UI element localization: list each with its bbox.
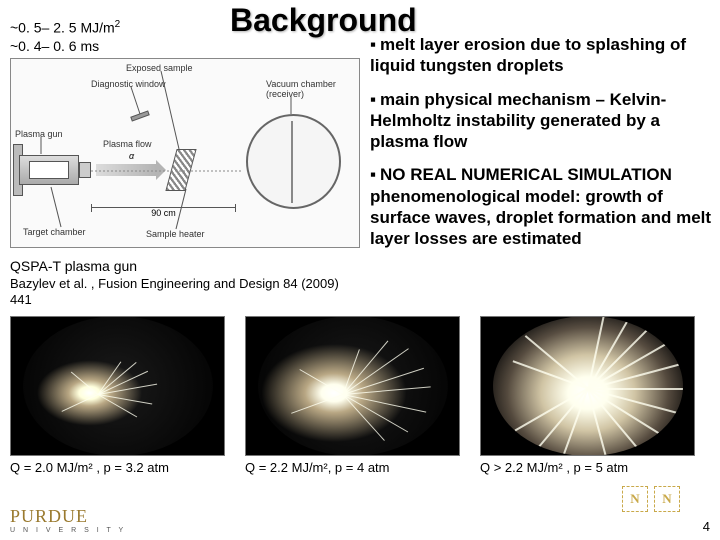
photo-1-label: Q = 2.0 MJ/m² , p = 3.2 atm bbox=[10, 460, 225, 475]
logo-subtext: U N I V E R S I T Y bbox=[10, 527, 126, 534]
purdue-logo: PURDUE U N I V E R S I T Y bbox=[10, 506, 126, 534]
photo-2-img bbox=[245, 316, 460, 456]
photo-3-label: Q > 2.2 MJ/m² , p = 5 atm bbox=[480, 460, 695, 475]
apparatus-diagram: Exposed sample Diagnostic window Plasma … bbox=[10, 58, 360, 248]
photo-1: Q = 2.0 MJ/m² , p = 3.2 atm bbox=[10, 316, 225, 475]
photo-row: Q = 2.0 MJ/m² , p = 3.2 atm Q = 2.2 MJ/m… bbox=[10, 316, 710, 475]
caption-citation: Bazylev et al. , Fusion Engineering and … bbox=[10, 276, 360, 309]
bullet-3: ▪NO REAL NUMERICAL SIMULATION phenomenol… bbox=[370, 164, 712, 249]
bullet-2: ▪main physical mechanism – Kelvin-Helmho… bbox=[370, 89, 712, 153]
time-param: ~0. 4– 0. 6 ms bbox=[10, 37, 120, 55]
bullet-1: ▪melt layer erosion due to splashing of … bbox=[370, 34, 712, 77]
diagram-lines bbox=[11, 59, 361, 249]
logo-text: PURDUE bbox=[10, 506, 126, 527]
photo-2-label: Q = 2.2 MJ/m², p = 4 atm bbox=[245, 460, 460, 475]
footer: PURDUE U N I V E R S I T Y 4 bbox=[10, 506, 710, 534]
photo-3-img bbox=[480, 316, 695, 456]
page-number: 4 bbox=[703, 519, 710, 534]
photo-2: Q = 2.2 MJ/m², p = 4 atm bbox=[245, 316, 460, 475]
bullet-list: ▪melt layer erosion due to splashing of … bbox=[370, 34, 712, 261]
energy-param: ~0. 5– 2. 5 MJ/m2 bbox=[10, 18, 120, 37]
experiment-params: ~0. 5– 2. 5 MJ/m2 ~0. 4– 0. 6 ms bbox=[10, 18, 120, 55]
photo-3: Q > 2.2 MJ/m² , p = 5 atm bbox=[480, 316, 695, 475]
caption-title: QSPA-T plasma gun bbox=[10, 258, 360, 276]
diagram-caption: QSPA-T plasma gun Bazylev et al. , Fusio… bbox=[10, 258, 360, 308]
photo-1-img bbox=[10, 316, 225, 456]
